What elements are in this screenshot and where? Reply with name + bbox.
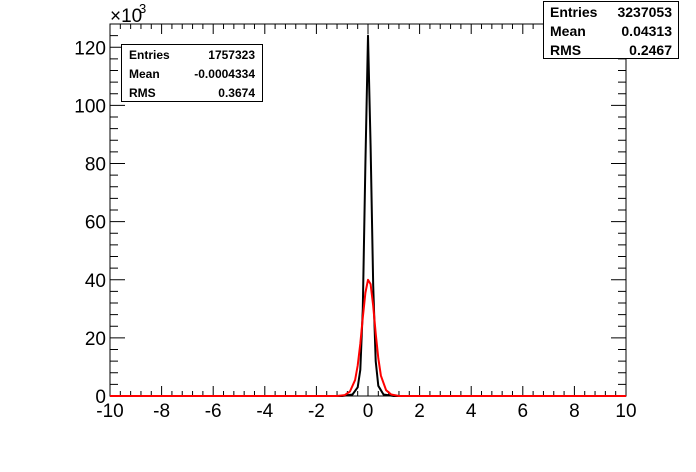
stats-value: 0.2467 (629, 42, 672, 58)
stats-label: Mean (129, 67, 160, 81)
y-tick-label: 60 (85, 213, 106, 234)
stats-box-red-series: Entries 1757323 Mean -0.0004334 RMS 0.36… (121, 44, 263, 102)
x-tick-label: -8 (153, 401, 170, 422)
x-tick-label: 6 (518, 401, 529, 422)
x-tick-label: 4 (466, 401, 477, 422)
stats-row-mean: Mean -0.0004334 (129, 65, 255, 84)
y-multiplier-base: ×10 (110, 6, 142, 27)
stats-row-rms: RMS 0.3674 (129, 84, 255, 103)
stats-label: Entries (550, 4, 598, 20)
stats-box-black-series: Entries 3237053 Mean 0.04313 RMS 0.2467 (543, 1, 679, 59)
y-axis-multiplier: ×10 3 (110, 1, 146, 27)
y-tick-label: 120 (74, 38, 106, 59)
stats-value: 1757323 (208, 48, 255, 62)
stats-row-mean: Mean 0.04313 (550, 22, 672, 41)
stats-value: 0.3674 (218, 86, 255, 100)
y-multiplier-exponent: 3 (139, 1, 146, 16)
y-axis-ticks: 0 20 40 60 80 100 120 (74, 23, 626, 408)
stats-value: -0.0004334 (194, 67, 255, 81)
stats-label: RMS (129, 86, 156, 100)
stats-value: 3237053 (617, 4, 672, 20)
x-tick-label: 10 (615, 401, 636, 422)
y-tick-label: 100 (74, 96, 106, 117)
x-tick-label: 0 (363, 401, 374, 422)
x-tick-label: -4 (256, 401, 273, 422)
histogram-series (110, 34, 626, 397)
stats-value: 0.04313 (621, 23, 672, 39)
stats-row-rms: RMS 0.2467 (550, 41, 672, 60)
y-tick-label: 40 (85, 271, 106, 292)
x-axis-ticks: -10 -8 -6 -4 -2 0 2 4 6 8 10 (96, 24, 637, 422)
y-tick-label: 20 (85, 329, 106, 350)
x-tick-label: 8 (569, 401, 580, 422)
stats-label: Entries (129, 48, 170, 62)
x-tick-label: 2 (414, 401, 425, 422)
x-tick-label: -6 (205, 401, 222, 422)
stats-row-entries: Entries 1757323 (129, 46, 255, 65)
y-tick-label: 0 (95, 387, 106, 408)
y-tick-label: 80 (85, 155, 106, 176)
x-tick-label: -2 (308, 401, 325, 422)
histogram-line-black (110, 34, 626, 397)
stats-row-entries: Entries 3237053 (550, 3, 672, 22)
stats-label: Mean (550, 23, 586, 39)
histogram-line-red (110, 278, 626, 397)
x-tick-label: -10 (96, 401, 123, 422)
stats-label: RMS (550, 42, 582, 58)
